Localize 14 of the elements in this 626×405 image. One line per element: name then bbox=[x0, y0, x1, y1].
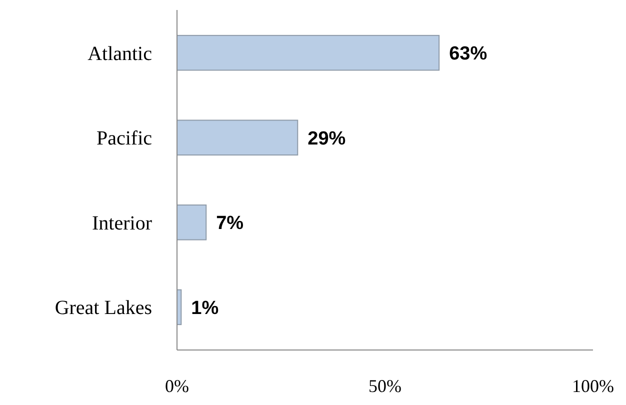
bar bbox=[176, 120, 298, 156]
y-tick-label: Atlantic bbox=[88, 42, 152, 65]
bar bbox=[176, 34, 440, 71]
data-label: 1% bbox=[191, 298, 219, 319]
data-label: 29% bbox=[308, 128, 346, 150]
bar bbox=[176, 204, 207, 240]
x-tick-label: 0% bbox=[165, 376, 189, 396]
y-tick-label: Great Lakes bbox=[54, 297, 152, 320]
y-tick-label: Interior bbox=[92, 212, 152, 234]
x-tick-label: 100% bbox=[572, 376, 614, 396]
x-tick-label: 50% bbox=[368, 376, 402, 396]
y-tick-label: Pacific bbox=[96, 128, 152, 150]
data-label: 7% bbox=[216, 213, 244, 234]
data-label: 63% bbox=[449, 43, 488, 64]
